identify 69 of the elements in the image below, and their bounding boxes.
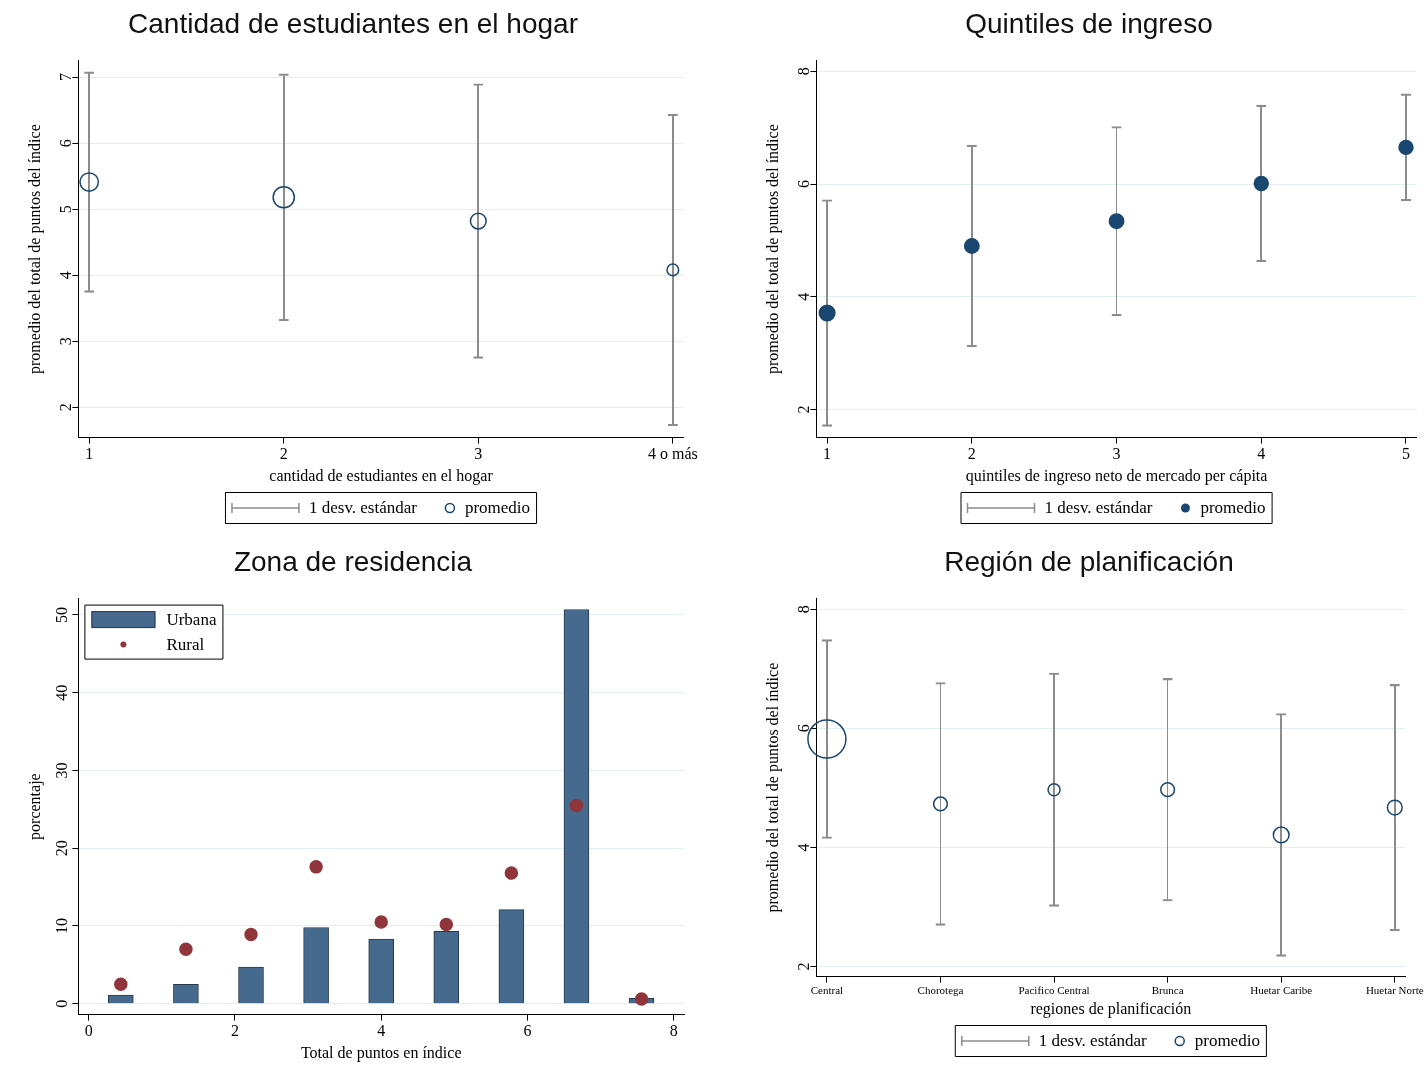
point [114,977,128,992]
y-tick-label: 7 [56,73,74,82]
y-tick-label: 50 [52,606,70,623]
x-tick-label: 1 [823,445,832,463]
x-tick-label: Huetar Caribe [1250,984,1313,997]
point [179,942,193,957]
legend-label: 1 desv. estándar [308,498,418,518]
x-axis-title: cantidad de estudiantes en el hogar [269,466,494,485]
point [569,798,584,813]
y-tick-label: 2 [794,405,812,414]
y-tick-label: 20 [52,840,70,857]
chart-title: Cantidad de estudiantes en el hogar [128,7,578,39]
legend-label: promedio [464,498,531,518]
x-tick-label: 4 [377,1022,386,1040]
y-tick-label: 4 [794,292,812,301]
y-axis-title: promedio del total de puntos del índice [763,662,782,913]
y-tick-label: 8 [794,67,812,76]
x-axis-title: regiones de planificación [1030,999,1192,1018]
x-axis-title: quintiles de ingreso neto de mercado per cápita [965,466,1268,485]
x-tick-label: 8 [669,1022,678,1040]
legend-label: promedio [1194,1031,1260,1051]
y-tick-label: 6 [56,139,74,148]
x-tick-label: 1 [85,445,94,463]
point [634,992,649,1006]
y-axis-title: promedio del total de puntos del índice [25,124,44,374]
x-tick-label: Central [810,984,844,997]
x-axis-title: Total de puntos en índice [300,1043,462,1062]
point [244,927,258,942]
y-tick-label: 6 [794,180,812,189]
legend-label: 1 desv. estándar [1038,1031,1148,1051]
x-tick-label: 4 o más [647,445,698,463]
y-tick-label: 0 [52,999,70,1008]
x-tick-label: 2 [230,1022,239,1040]
y-tick-label: 10 [52,917,70,934]
y-axis-title: promedio del total de puntos del índice [763,124,782,374]
x-tick-label: 0 [84,1022,93,1040]
y-tick-label: 8 [794,605,812,614]
x-tick-label: Chorotega [917,984,964,997]
x-tick-label: 6 [523,1022,532,1040]
point [374,915,388,929]
point [504,866,519,880]
y-axis-title: porcentaje [25,773,44,840]
x-tick-label: 2 [279,445,288,463]
y-tick-label: 40 [52,684,70,701]
x-tick-label: Pacifico Central [1018,984,1090,997]
y-tick-label: 30 [52,762,70,779]
y-tick-label: 4 [794,843,812,852]
y-tick-label: 2 [794,962,812,971]
x-tick-label: 3 [474,445,483,463]
x-tick-label: Huetar Norte [1365,984,1424,997]
x-tick-label: 5 [1401,445,1410,463]
point [309,860,323,874]
y-tick-label: 3 [56,337,74,346]
point [439,917,454,932]
y-tick-label: 6 [794,724,812,733]
legend-label: Rural [166,635,205,655]
legend-label: Urbana [166,610,217,630]
legend-label: promedio [1200,498,1266,518]
chart-title: Región de planificación [944,545,1234,577]
y-tick-label: 4 [56,271,74,280]
legend-label: 1 desv. estándar [1044,498,1153,518]
x-tick-label: 4 [1257,445,1266,463]
x-tick-label: 2 [967,445,976,463]
x-tick-label: 3 [1112,445,1121,463]
x-tick-label: Brunca [1151,984,1184,997]
y-tick-label: 5 [56,205,74,214]
chart-title: Zona de residencia [233,545,473,577]
y-tick-label: 2 [56,403,74,412]
chart-title: Quintiles de ingreso [965,7,1213,39]
